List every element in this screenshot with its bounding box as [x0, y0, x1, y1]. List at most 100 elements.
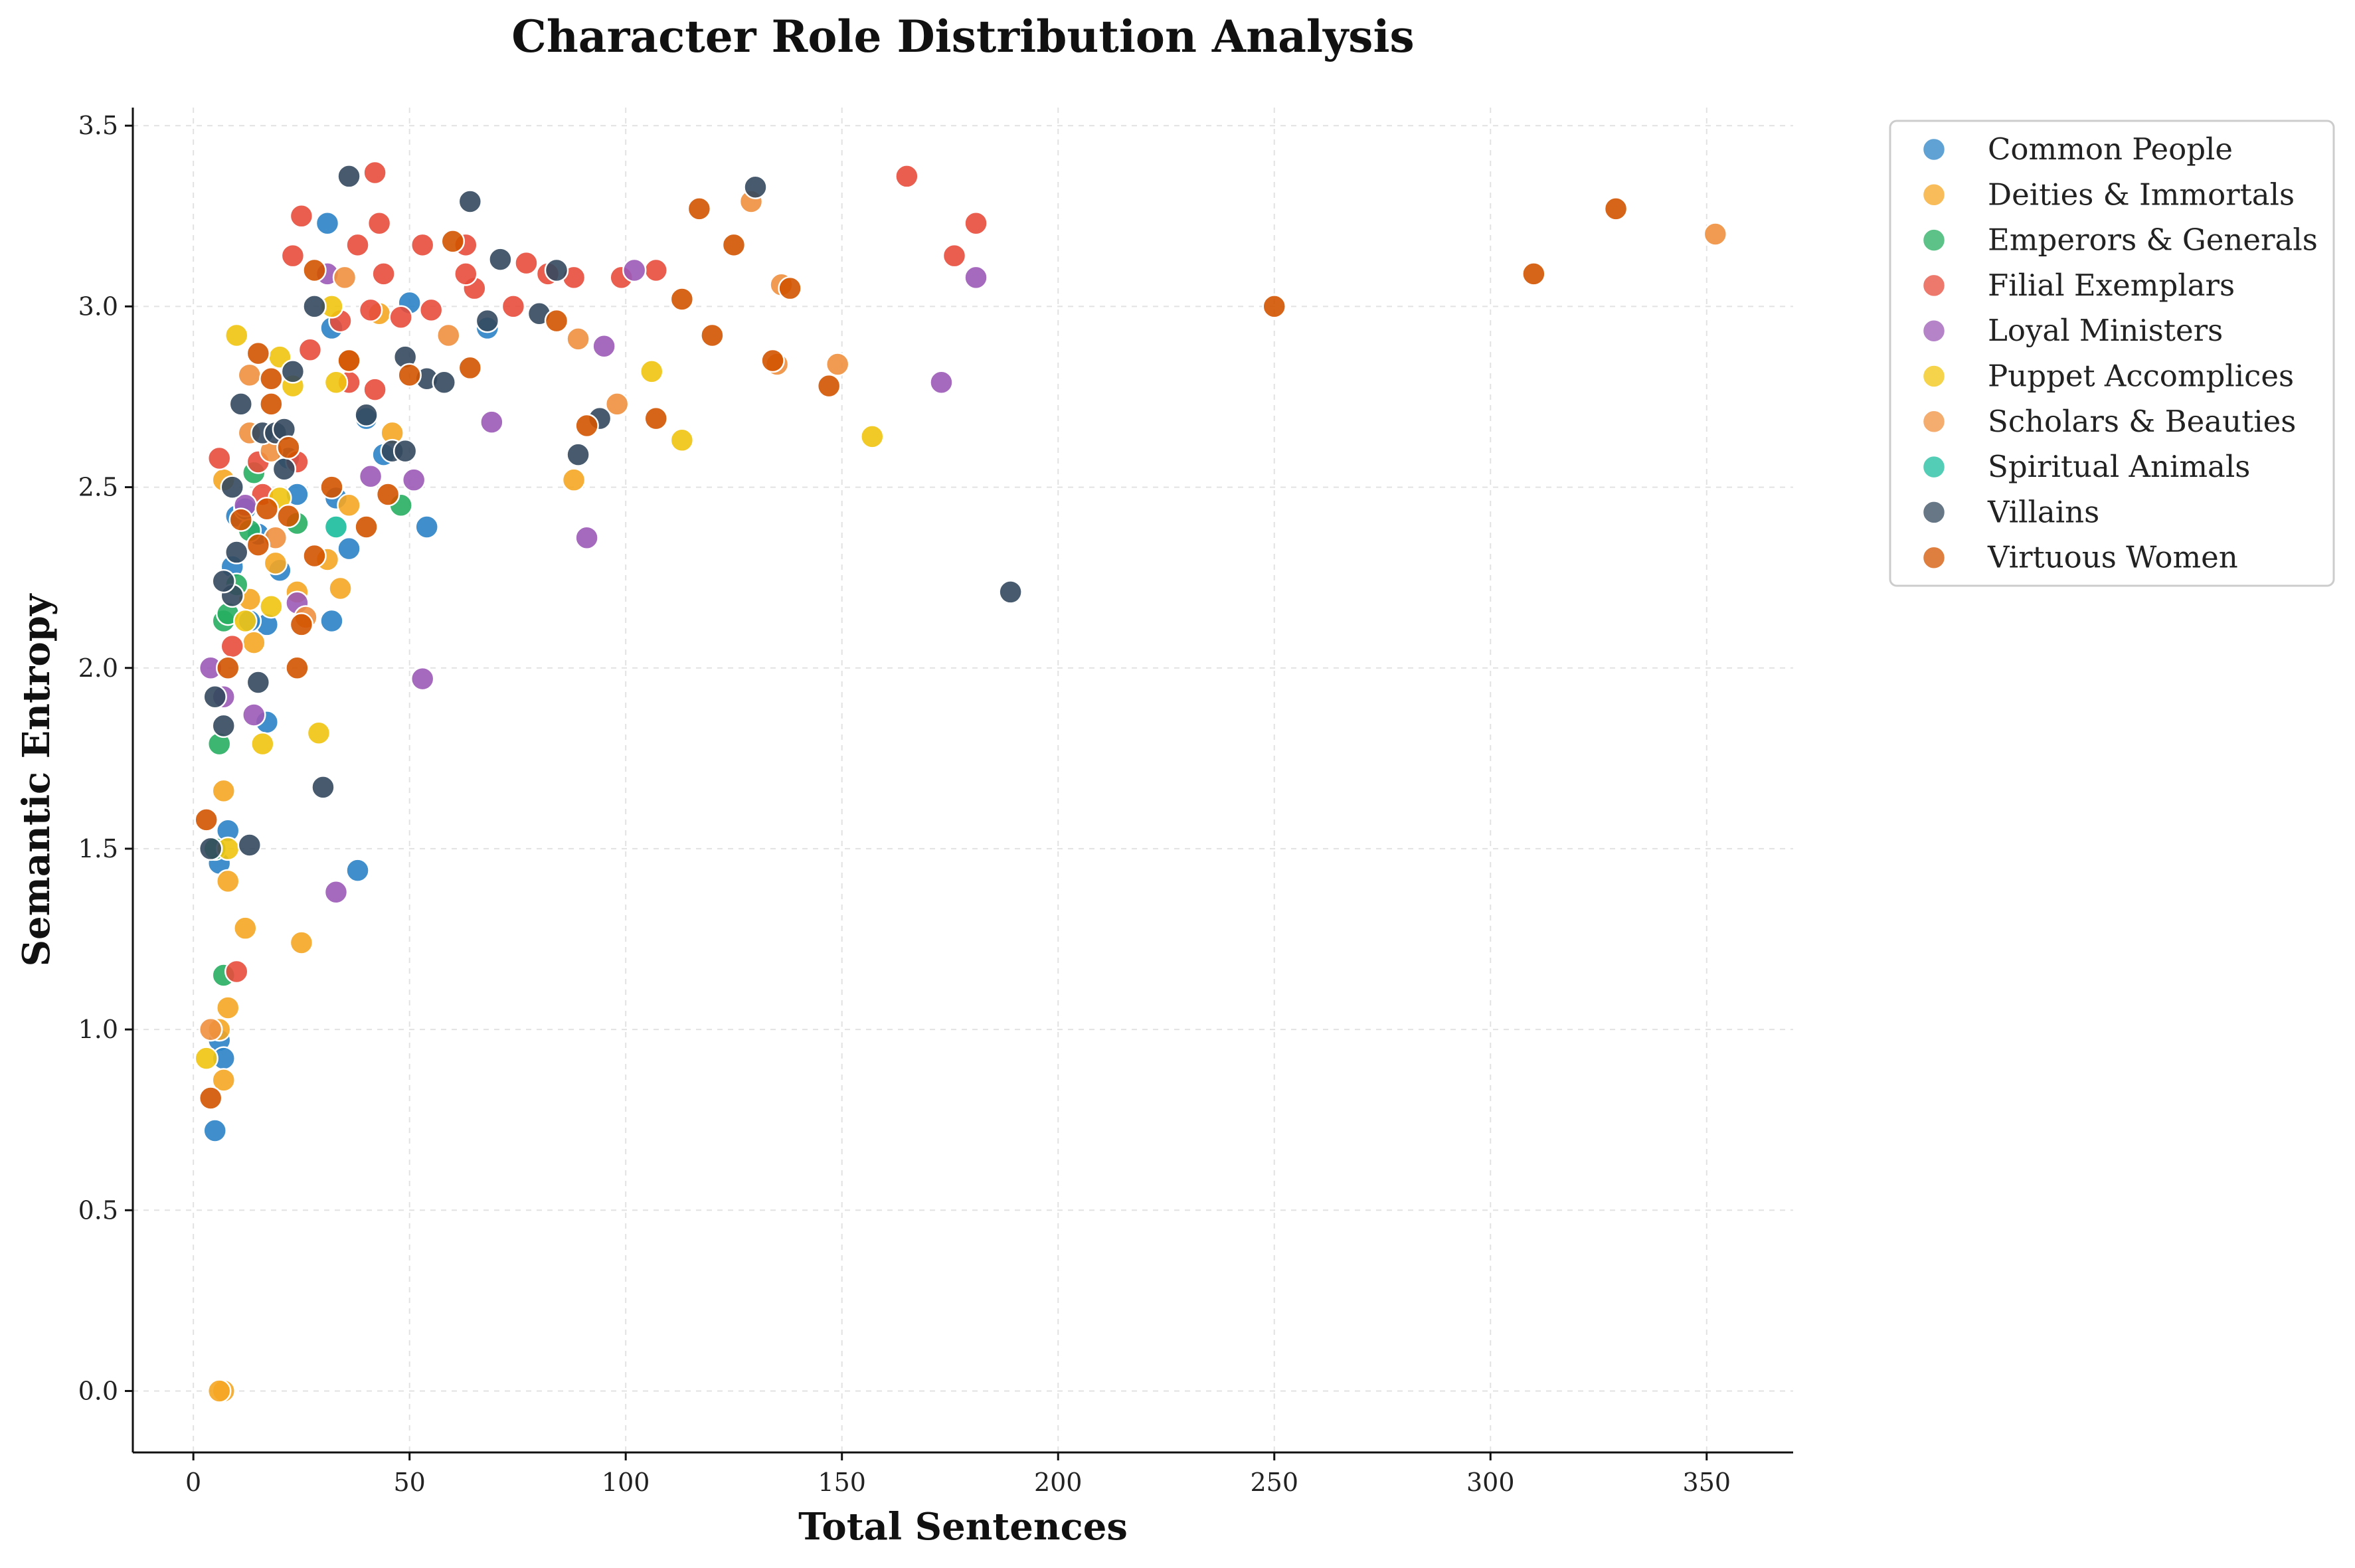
legend-marker-filial-exemplars [1921, 273, 1947, 298]
legend-label-puppet-accomplices: Puppet Accomplices [1988, 359, 2294, 394]
point-virtuous-women [285, 655, 309, 680]
point-puppet-accomplices [306, 721, 331, 745]
point-loyal-ministers [323, 880, 349, 905]
point-puppet-accomplices [194, 1046, 218, 1071]
y-tick-label: 1.0 [78, 1015, 118, 1044]
point-filial-exemplars [514, 250, 539, 276]
y-tick-label: 2.0 [78, 653, 118, 683]
point-deities-immortals [289, 930, 314, 955]
point-villains [998, 580, 1023, 604]
y-tick-label: 1.5 [78, 834, 118, 863]
point-scholars-beauties [604, 392, 630, 416]
point-virtuous-women [1262, 294, 1286, 319]
legend-label-spiritual-animals: Spiritual Animals [1988, 449, 2250, 484]
point-deities-immortals [263, 551, 288, 576]
x-ticks: 0 50 100 150 200 250 300 350 [185, 1452, 1731, 1497]
point-filial-exemplars [410, 232, 435, 258]
point-deities-immortals [215, 996, 240, 1020]
point-loyal-ministers [592, 334, 616, 359]
point-scholars-beauties [825, 352, 850, 377]
legend-label-deities-immortals: Deities & Immortals [1988, 177, 2295, 212]
point-villains [392, 438, 418, 464]
point-villains [302, 294, 327, 319]
x-tick-label: 50 [393, 1468, 425, 1497]
point-virtuous-women [228, 507, 254, 532]
point-filial-exemplars [454, 262, 478, 286]
point-puppet-accomplices [224, 323, 249, 348]
point-deities-immortals [211, 778, 236, 804]
point-filial-exemplars [895, 164, 919, 189]
point-puppet-accomplices [323, 370, 349, 394]
point-loyal-ministers [574, 525, 599, 551]
point-villains [272, 457, 297, 481]
legend-marker-loyal-ministers [1921, 318, 1947, 343]
point-loyal-ministers [964, 265, 988, 290]
point-virtuous-women [259, 392, 284, 416]
point-deities-immortals [561, 468, 586, 492]
point-virtuous-women [302, 258, 327, 283]
legend-label-loyal-ministers: Loyal Ministers [1988, 313, 2223, 348]
point-villains [311, 775, 335, 800]
point-villains [237, 833, 262, 857]
x-tick-label: 0 [185, 1468, 201, 1497]
point-filial-exemplars [371, 262, 396, 286]
point-deities-immortals [215, 869, 240, 894]
point-loyal-ministers [401, 468, 426, 492]
point-filial-exemplars [501, 294, 526, 319]
y-tick-label: 0.5 [78, 1195, 118, 1225]
point-virtuous-women [574, 413, 599, 438]
point-virtuous-women [246, 533, 271, 557]
point-filial-exemplars [964, 211, 988, 236]
point-filial-exemplars [367, 211, 392, 236]
point-virtuous-women [302, 543, 327, 568]
point-virtuous-women [700, 323, 725, 348]
point-virtuous-women [644, 406, 669, 431]
point-puppet-accomplices [259, 594, 284, 619]
point-villains [432, 370, 456, 394]
point-puppet-accomplices [860, 424, 885, 449]
point-villains [224, 540, 249, 565]
point-spiritual-animals [323, 515, 349, 539]
point-filial-exemplars [220, 634, 244, 659]
legend-label-filial-exemplars: Filial Exemplars [1988, 268, 2235, 303]
legend-marker-virtuous-women [1921, 545, 1947, 570]
point-villains [566, 442, 590, 467]
point-virtuous-women [276, 435, 301, 460]
point-virtuous-women [1522, 262, 1546, 286]
point-puppet-accomplices [640, 359, 664, 384]
point-deities-immortals [207, 1379, 232, 1403]
point-filial-exemplars [418, 298, 444, 323]
point-virtuous-women [687, 197, 712, 221]
point-scholars-beauties [1703, 222, 1728, 246]
point-villains [203, 685, 227, 709]
x-tick-label: 300 [1466, 1468, 1515, 1497]
y-tick-label: 3.5 [78, 111, 118, 140]
point-villains [488, 247, 513, 272]
point-virtuous-women [760, 348, 785, 373]
point-villains [220, 475, 244, 499]
point-villains [228, 392, 254, 416]
point-filial-exemplars [389, 305, 413, 329]
point-common-people [203, 1118, 227, 1143]
point-scholars-beauties [566, 327, 590, 351]
data-points [194, 160, 1728, 1403]
x-axis-title: Total Sentences [798, 1505, 1128, 1549]
x-tick-label: 100 [602, 1468, 650, 1497]
point-loyal-ministers [358, 464, 383, 489]
point-villains [246, 670, 271, 695]
point-virtuous-women [254, 496, 280, 521]
point-villains [475, 308, 500, 333]
point-virtuous-women [198, 1086, 223, 1110]
point-virtuous-women [458, 355, 483, 381]
legend-marker-spiritual-animals [1921, 454, 1947, 479]
point-virtuous-women [778, 276, 802, 301]
point-scholars-beauties [436, 323, 461, 348]
point-deities-immortals [211, 1068, 236, 1092]
point-scholars-beauties [237, 363, 262, 388]
x-tick-label: 250 [1250, 1468, 1298, 1497]
legend-label-virtuous-women: Virtuous Women [1987, 540, 2238, 575]
point-villains [211, 568, 236, 594]
point-puppet-accomplices [669, 428, 695, 453]
point-filial-exemplars [280, 243, 305, 268]
